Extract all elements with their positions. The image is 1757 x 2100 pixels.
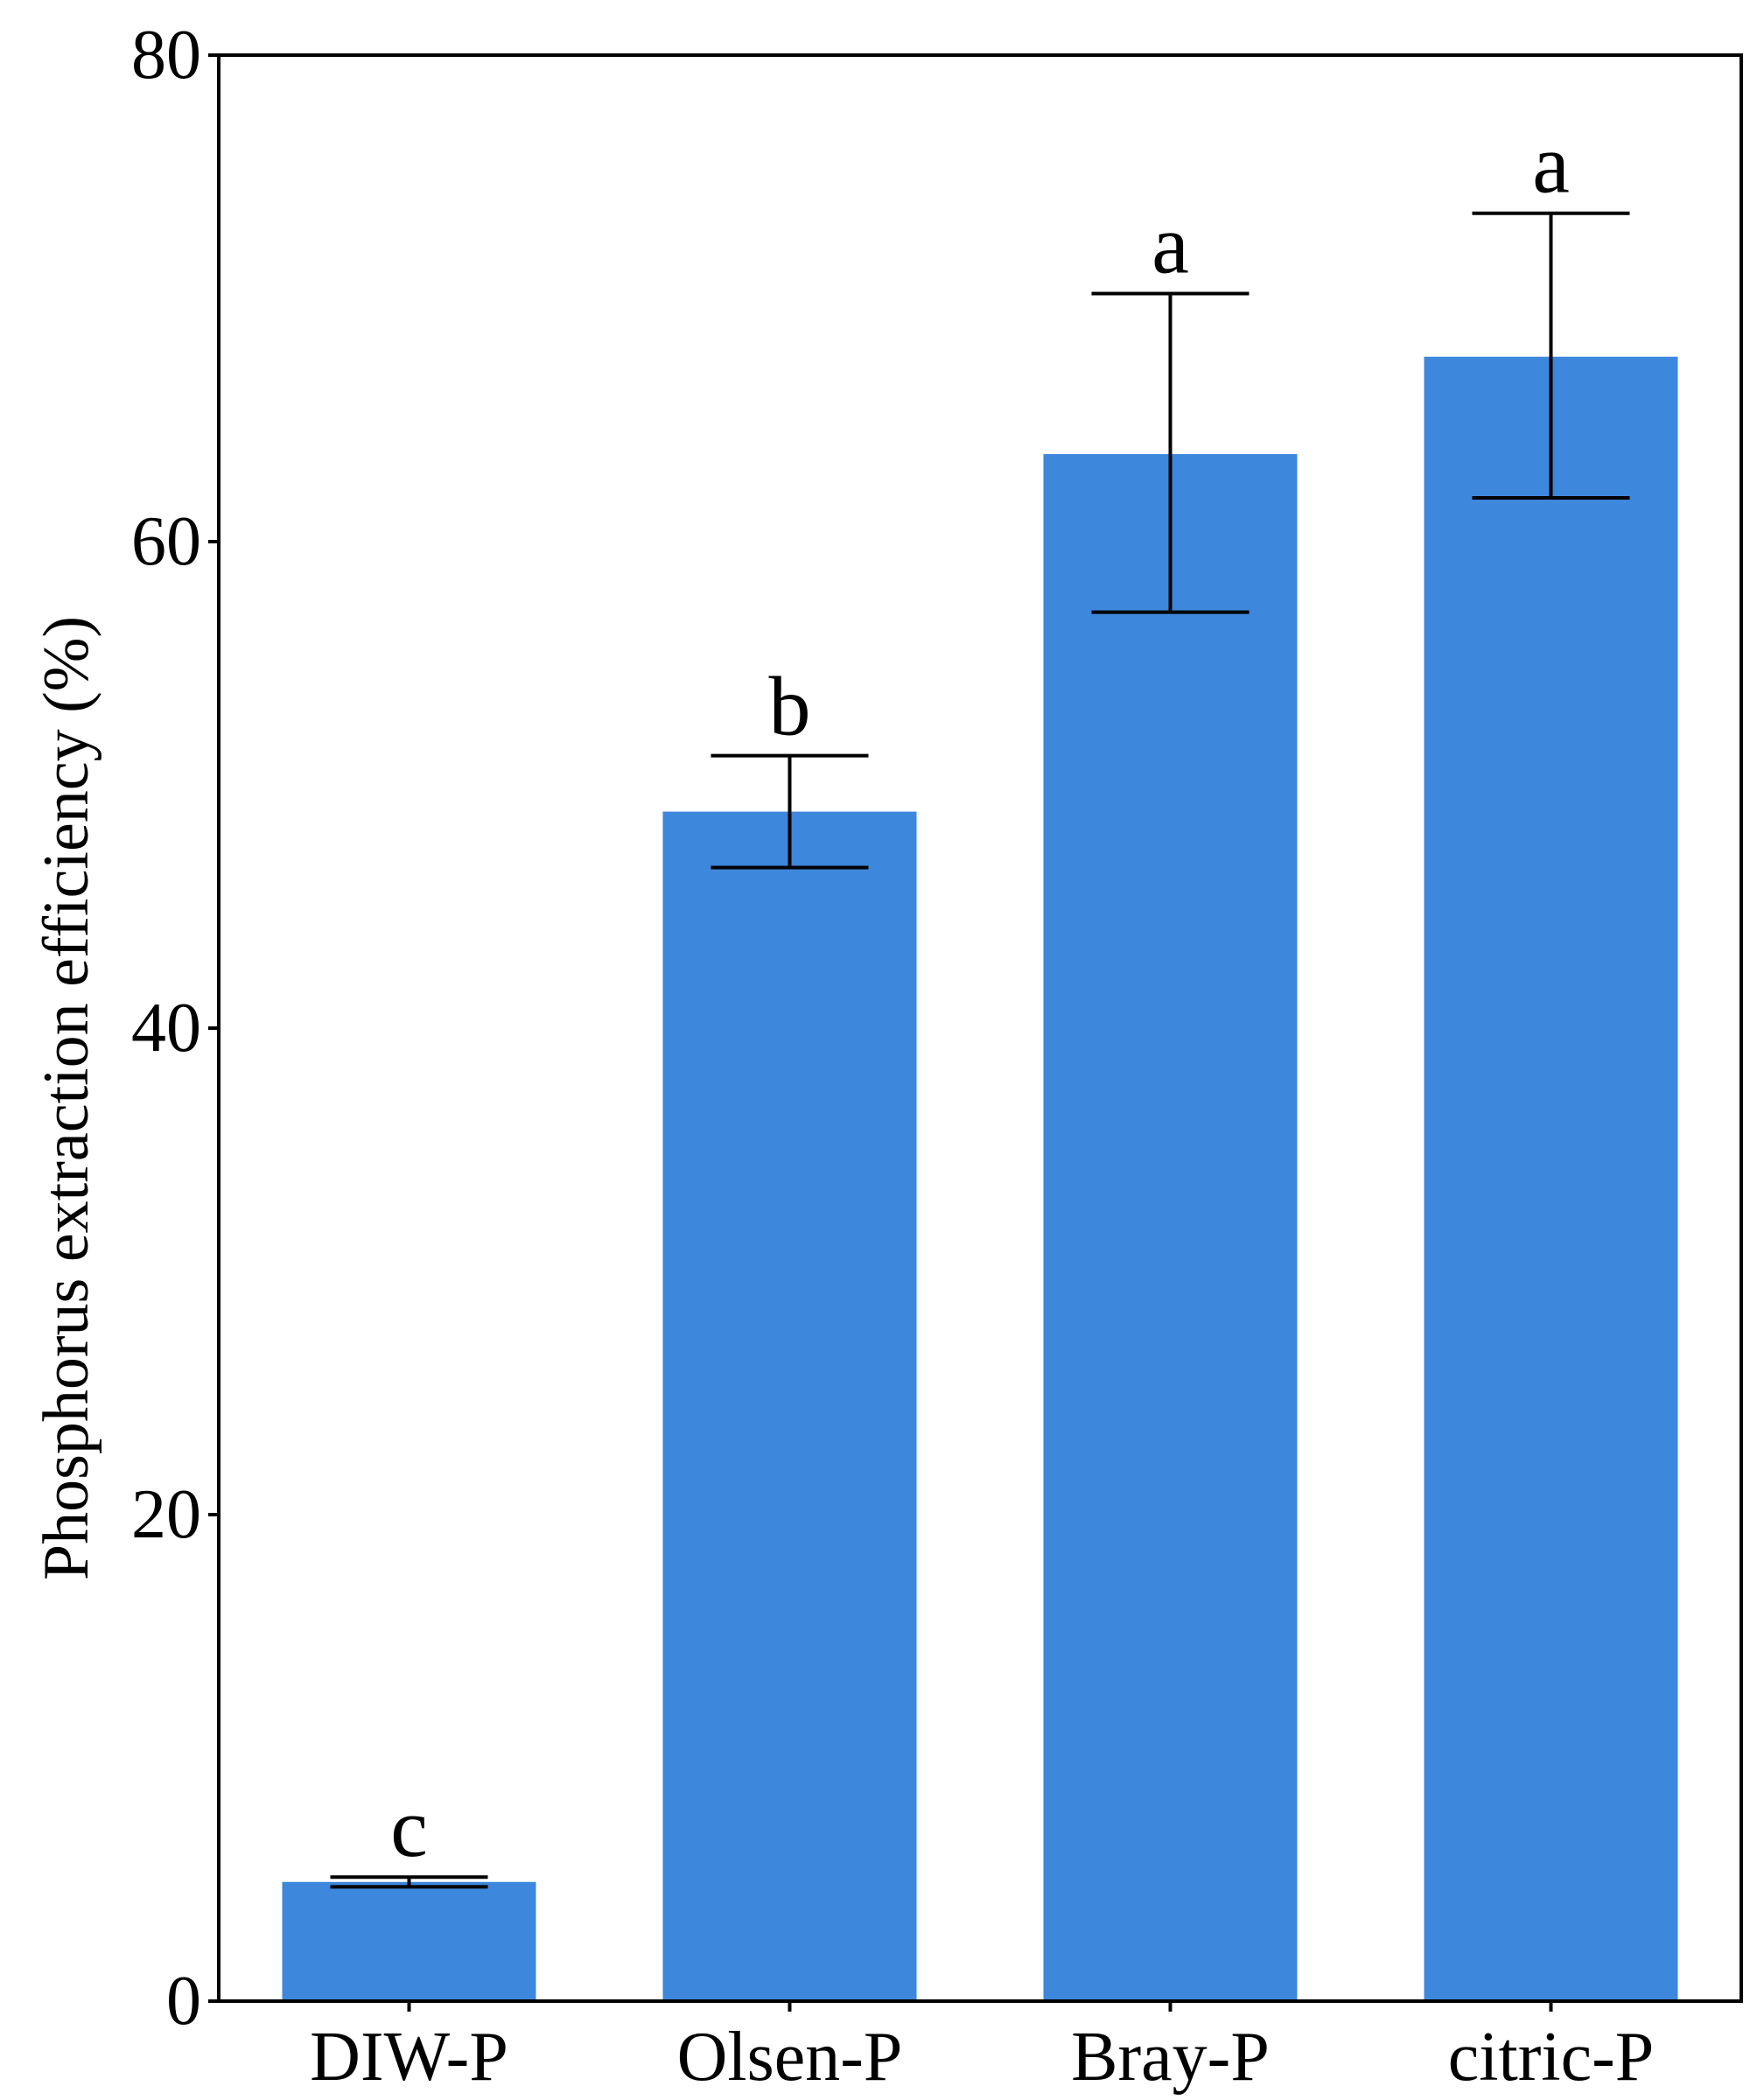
x-tick-label: Olsen-P	[677, 2019, 903, 2096]
x-tick-label: DIW-P	[310, 2019, 508, 2096]
bar	[662, 811, 917, 2001]
y-tick-label: 40	[131, 990, 201, 1067]
bar	[1043, 453, 1298, 2002]
bar	[282, 1881, 536, 2001]
y-tick-label: 80	[131, 17, 201, 94]
significance-label: a	[1532, 117, 1570, 211]
y-tick-label: 0	[166, 1963, 201, 2040]
significance-label: b	[769, 660, 811, 753]
y-tick-label: 60	[131, 503, 201, 580]
y-tick-label: 20	[131, 1476, 201, 1553]
y-axis-title: Phosphorus extraction efficiency (%)	[31, 616, 102, 1580]
significance-label: c	[390, 1781, 428, 1874]
bars-layer	[282, 356, 1678, 2002]
x-tick-label: Bray-P	[1071, 2019, 1270, 2096]
x-tick-label: citric-P	[1448, 2019, 1654, 2096]
error-bars-layer	[330, 211, 1630, 1889]
significance-label: a	[1152, 197, 1189, 290]
axes-layer: DIW-P Olsen-P Bray-P citric-P 0 20 40 60 80	[131, 17, 1743, 2096]
significance-labels-layer: c b a a	[390, 117, 1570, 1875]
plot-frame	[217, 53, 1743, 2003]
bar	[1424, 356, 1678, 2002]
